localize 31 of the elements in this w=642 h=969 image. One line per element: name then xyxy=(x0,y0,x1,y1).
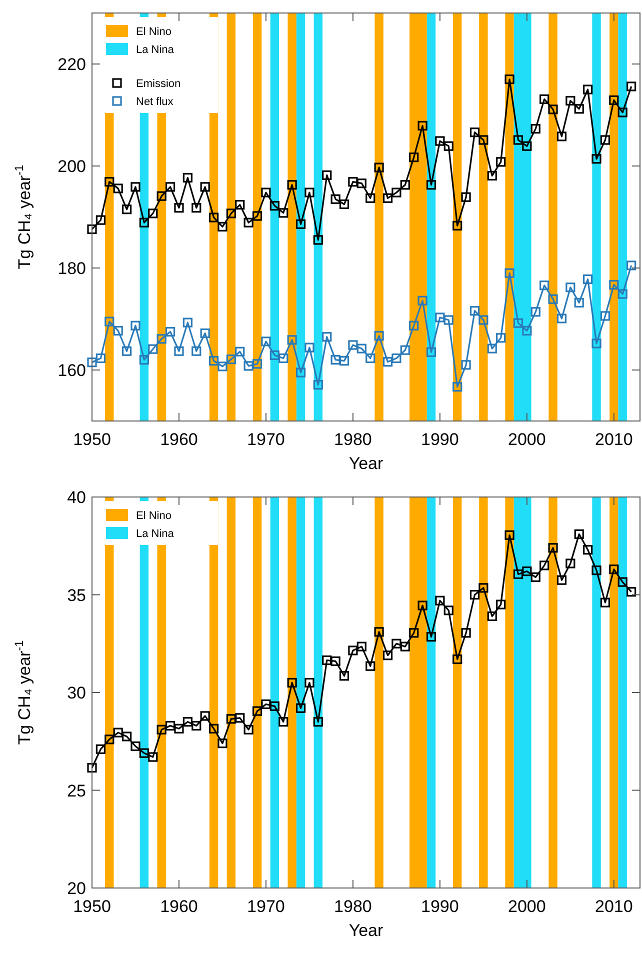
y-tick-label: 160 xyxy=(58,361,86,380)
x-axis-title: Year xyxy=(348,454,384,473)
band-label: La Nina xyxy=(136,44,175,56)
band-label: El Nino xyxy=(136,510,172,522)
x-tick-label: 1990 xyxy=(421,430,459,449)
y-tick-label: 220 xyxy=(58,55,86,74)
y-tick-label: 25 xyxy=(67,781,86,800)
x-tick-label: 1980 xyxy=(334,430,372,449)
band-label: La Nina xyxy=(136,528,175,540)
x-axis-title: Year xyxy=(348,921,384,940)
x-tick-label: 1950 xyxy=(73,897,111,916)
x-tick-label: 1970 xyxy=(247,430,285,449)
x-tick-label: 2010 xyxy=(594,897,633,916)
y-tick-label: 30 xyxy=(67,684,86,702)
x-tick-label: 1970 xyxy=(247,897,285,916)
x-tick-label: 1960 xyxy=(160,430,198,449)
y-tick-label: 20 xyxy=(67,879,86,898)
band-label: El Nino xyxy=(136,26,172,38)
x-tick-label: 2000 xyxy=(508,897,546,916)
x-tick-label: 1990 xyxy=(421,897,459,916)
x-tick-label: 2000 xyxy=(508,430,546,449)
y-tick-label: 200 xyxy=(58,157,86,176)
y-tick-label: 180 xyxy=(58,259,86,278)
legend-label: Emission xyxy=(136,78,181,90)
x-tick-label: 1960 xyxy=(160,897,198,916)
legend-label: Net flux xyxy=(136,96,174,108)
x-tick-label: 2010 xyxy=(594,430,633,449)
y-tick-label: 35 xyxy=(67,586,86,605)
x-tick-label: 1950 xyxy=(73,430,111,449)
x-tick-label: 1980 xyxy=(334,897,372,916)
y-tick-label: 40 xyxy=(67,488,86,507)
